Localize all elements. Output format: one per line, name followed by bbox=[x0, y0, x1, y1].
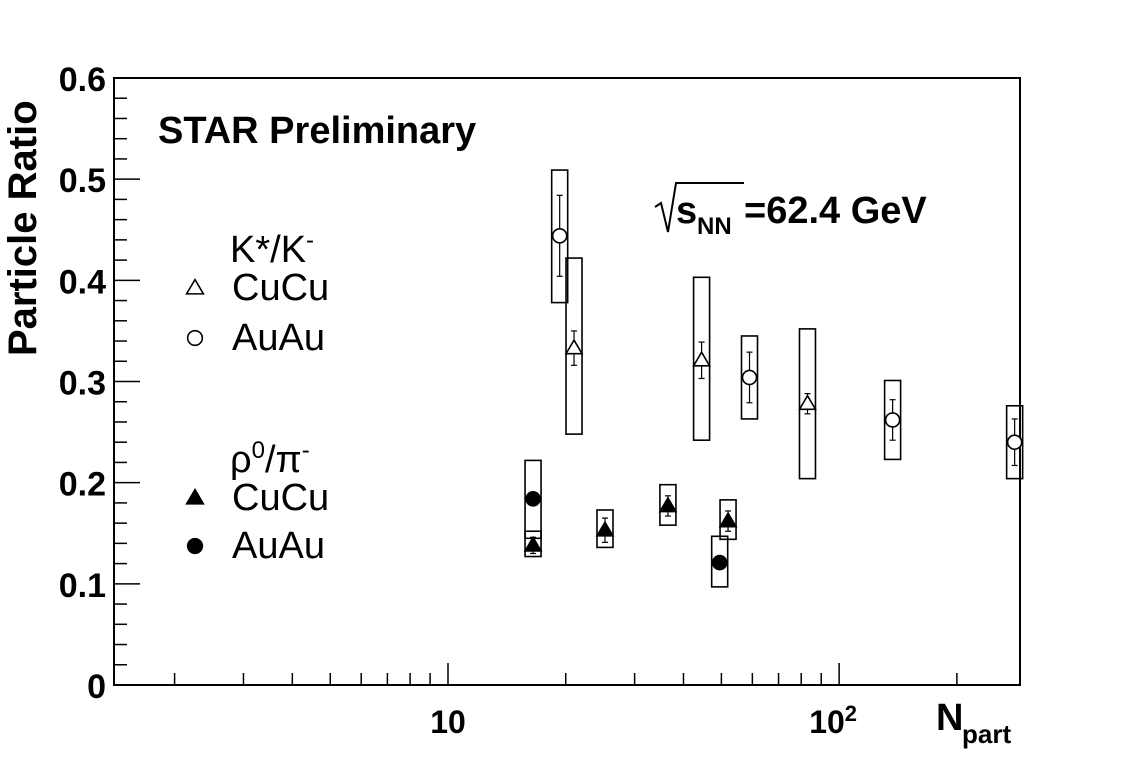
sqrt-symbol bbox=[654, 182, 744, 233]
x-tick-label: 102 bbox=[809, 701, 857, 740]
filled-circle-point bbox=[711, 554, 728, 571]
y-tick-label: 0.6 bbox=[59, 61, 106, 99]
data-markers bbox=[523, 228, 1023, 571]
legend-label: AuAu bbox=[232, 525, 325, 567]
y-tick-label: 0.1 bbox=[59, 567, 106, 605]
legend-label: CuCu bbox=[232, 267, 329, 309]
tick-labels: 0 0.1 0.2 0.3 0.4 0.5 0.6 10 102 bbox=[59, 61, 857, 740]
legend-group-sup: - bbox=[302, 437, 310, 464]
filled-circle-point bbox=[525, 491, 541, 507]
sys-box bbox=[524, 530, 542, 558]
filled-triangle-point bbox=[658, 496, 678, 513]
annotation-subscript: NN bbox=[697, 213, 732, 240]
x-axis-label: N part bbox=[936, 697, 1011, 749]
x-tick-label: 10 bbox=[430, 704, 466, 740]
legend-group-header: K*/K- bbox=[230, 227, 314, 271]
sys-box bbox=[1005, 404, 1024, 480]
sys-box bbox=[565, 257, 583, 435]
open-circle-point bbox=[741, 369, 758, 386]
y-tick-label: 0 bbox=[87, 668, 106, 706]
legend-group-base: K*/K bbox=[230, 229, 306, 271]
axis-ticks bbox=[114, 77, 958, 686]
legend-marker-filled-triangle bbox=[185, 488, 205, 505]
open-circle-point bbox=[1006, 434, 1023, 451]
y-tick-label: 0.2 bbox=[59, 466, 106, 504]
x-axis-label-main: N bbox=[936, 697, 963, 739]
legend-marker-filled-circle bbox=[186, 537, 204, 555]
open-triangle-point bbox=[798, 394, 817, 411]
y-axis-label: Particle Ratio bbox=[1, 100, 45, 356]
sys-box bbox=[740, 335, 759, 420]
sys-box bbox=[798, 328, 817, 480]
legend-group-header: ρ0/π- bbox=[230, 437, 310, 481]
x-axis-label-sub: part bbox=[962, 719, 1011, 749]
filled-triangle-point bbox=[595, 520, 615, 537]
legend-group-mid: /π bbox=[265, 439, 302, 481]
annotation-s: s bbox=[676, 190, 697, 232]
energy-annotation: s NN =62.4 GeV bbox=[654, 182, 927, 240]
legend-group-sup: 0 bbox=[252, 437, 265, 464]
annotation-energy: =62.4 GeV bbox=[744, 190, 927, 232]
open-triangle-point bbox=[564, 338, 584, 355]
legend-group-base: ρ bbox=[230, 439, 252, 481]
open-triangle-point bbox=[692, 350, 711, 367]
legend-label: CuCu bbox=[232, 477, 329, 519]
legend-marker-open-triangle bbox=[185, 278, 205, 295]
sys-box bbox=[883, 379, 902, 461]
sys-box bbox=[692, 276, 711, 441]
systematic-error-boxes bbox=[524, 169, 1024, 588]
x-tick-exponent: 2 bbox=[845, 701, 857, 726]
filled-triangle-point bbox=[718, 511, 738, 528]
y-tick-label: 0.5 bbox=[59, 162, 106, 200]
y-tick-label: 0.3 bbox=[59, 365, 106, 403]
sys-box bbox=[550, 169, 569, 304]
sys-box bbox=[710, 535, 729, 588]
y-tick-label: 0.4 bbox=[59, 263, 106, 301]
filled-triangle-point bbox=[523, 535, 543, 552]
open-circle-point bbox=[884, 412, 901, 428]
sys-box bbox=[659, 483, 677, 526]
sys-box bbox=[596, 509, 614, 549]
open-circle-point bbox=[551, 228, 568, 244]
legend-group-sup: - bbox=[306, 227, 314, 254]
legend-marker-open-circle bbox=[186, 329, 204, 347]
statistical-error-bars bbox=[530, 194, 1018, 555]
legend-label: AuAu bbox=[232, 317, 325, 359]
chart-title: STAR Preliminary bbox=[158, 110, 476, 152]
